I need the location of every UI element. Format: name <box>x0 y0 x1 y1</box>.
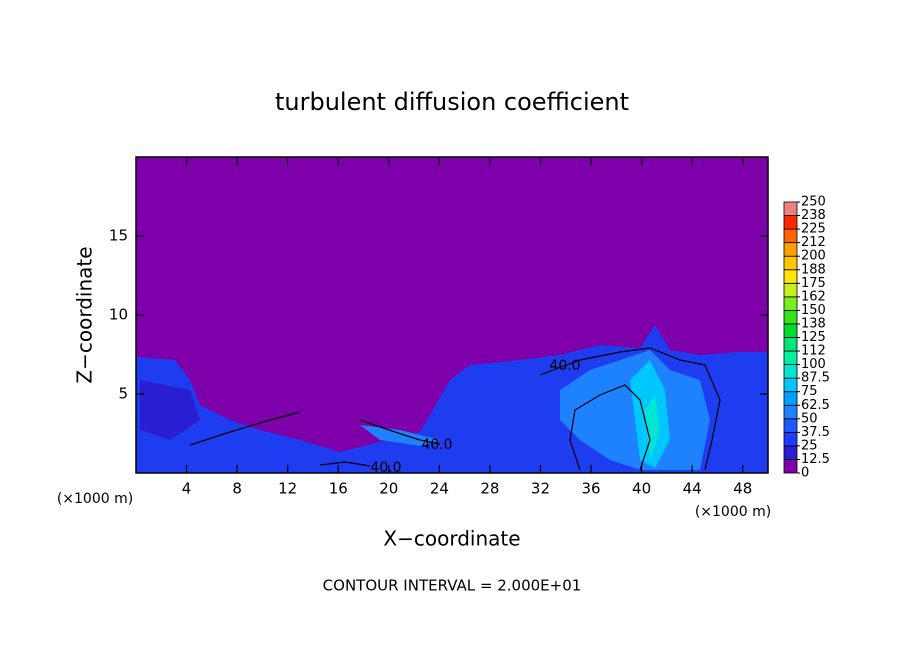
x-tick-label: 4 <box>182 480 192 498</box>
colorbar-box <box>783 364 798 379</box>
x-tick-label: 44 <box>683 480 702 498</box>
colorbar-box <box>783 242 798 257</box>
x-tick-label: 12 <box>278 480 297 498</box>
contour-line <box>539 347 721 471</box>
colorbar-box <box>783 282 798 298</box>
colorbar-tick-label: 200 <box>801 249 826 264</box>
colorbar-tick-label: 150 <box>801 303 826 318</box>
field-region <box>140 380 200 440</box>
x-unit-label: (×1000 m) <box>695 504 771 520</box>
colorbar-box <box>783 459 798 474</box>
colorbar-box <box>783 377 798 393</box>
footnote: CONTOUR INTERVAL = 2.000E+01 <box>323 577 582 595</box>
contour-line <box>569 384 651 471</box>
y-axis-label: Z−coordinate <box>73 246 97 383</box>
colorbar-tick-label: 37.5 <box>801 425 830 440</box>
y-tick-label: 15 <box>109 227 128 245</box>
x-tick-label: 16 <box>329 480 348 498</box>
colorbar-box <box>783 431 798 447</box>
colorbar-tick-label: 0 <box>801 466 809 481</box>
field-region <box>360 425 440 446</box>
x-tick-label: 20 <box>379 480 398 498</box>
colorbar-tick-label: 25 <box>801 438 818 453</box>
colorbar-tick-label: 12.5 <box>801 452 830 467</box>
colorbar-box <box>783 404 798 420</box>
x-tick-label: 36 <box>581 480 600 498</box>
x-tick-label: 28 <box>480 480 499 498</box>
colorbar-tick-label: 238 <box>801 208 826 223</box>
chart-title: turbulent diffusion coefficient <box>275 88 629 116</box>
colorbar-box <box>783 323 798 338</box>
contour-line <box>189 411 301 446</box>
x-axis-label: X−coordinate <box>383 527 520 551</box>
colorbar-box <box>783 296 798 311</box>
colorbar-box <box>783 255 798 271</box>
colorbar-tick-label: 125 <box>801 330 826 345</box>
colorbar-box <box>783 215 798 230</box>
colorbar-tick-label: 75 <box>801 384 818 399</box>
x-tick-label: 32 <box>531 480 550 498</box>
x-tick-label: 24 <box>430 480 449 498</box>
colorbar-box <box>783 418 798 433</box>
colorbar-tick-label: 112 <box>801 344 826 359</box>
contour-line <box>359 419 441 445</box>
field <box>136 157 768 473</box>
x-tick-label: 8 <box>232 480 242 498</box>
colorbar-tick-label: 50 <box>801 411 818 426</box>
colorbar-box <box>783 228 798 244</box>
contour-label: 40.0 <box>421 437 452 453</box>
x-tick-label: 40 <box>632 480 651 498</box>
colorbar-tick-label: 212 <box>801 235 826 250</box>
colorbar-tick-label: 250 <box>801 195 826 210</box>
y-unit-label: (×1000 m) <box>57 491 133 507</box>
contour-label: 40.0 <box>370 460 401 476</box>
colorbar-tick-label: 175 <box>801 276 826 291</box>
colorbar-box <box>783 269 798 284</box>
y-tick-label: 10 <box>109 306 128 324</box>
colorbar-box <box>783 337 798 352</box>
colorbar-tick-label: 87.5 <box>801 371 830 386</box>
x-tick-label: 48 <box>733 480 752 498</box>
colorbar-tick-label: 162 <box>801 289 826 304</box>
colorbar-tick-label: 188 <box>801 262 826 277</box>
colorbar-box <box>783 309 798 325</box>
colorbar-tick-label: 138 <box>801 316 826 331</box>
contour-line <box>319 461 371 467</box>
colorbar-tick-label: 62.5 <box>801 398 830 413</box>
colorbar-tick-label: 100 <box>801 357 826 372</box>
colorbar-tick-label: 225 <box>801 222 826 237</box>
colorbar-box <box>783 445 798 460</box>
colorbar-box <box>783 350 798 365</box>
y-tick-label: 5 <box>118 385 128 403</box>
colorbar-box <box>783 201 798 216</box>
contour-label: 40.0 <box>549 358 580 374</box>
colorbar-box <box>783 391 798 406</box>
